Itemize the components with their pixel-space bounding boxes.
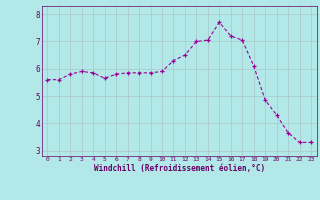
X-axis label: Windchill (Refroidissement éolien,°C): Windchill (Refroidissement éolien,°C) <box>94 164 265 173</box>
